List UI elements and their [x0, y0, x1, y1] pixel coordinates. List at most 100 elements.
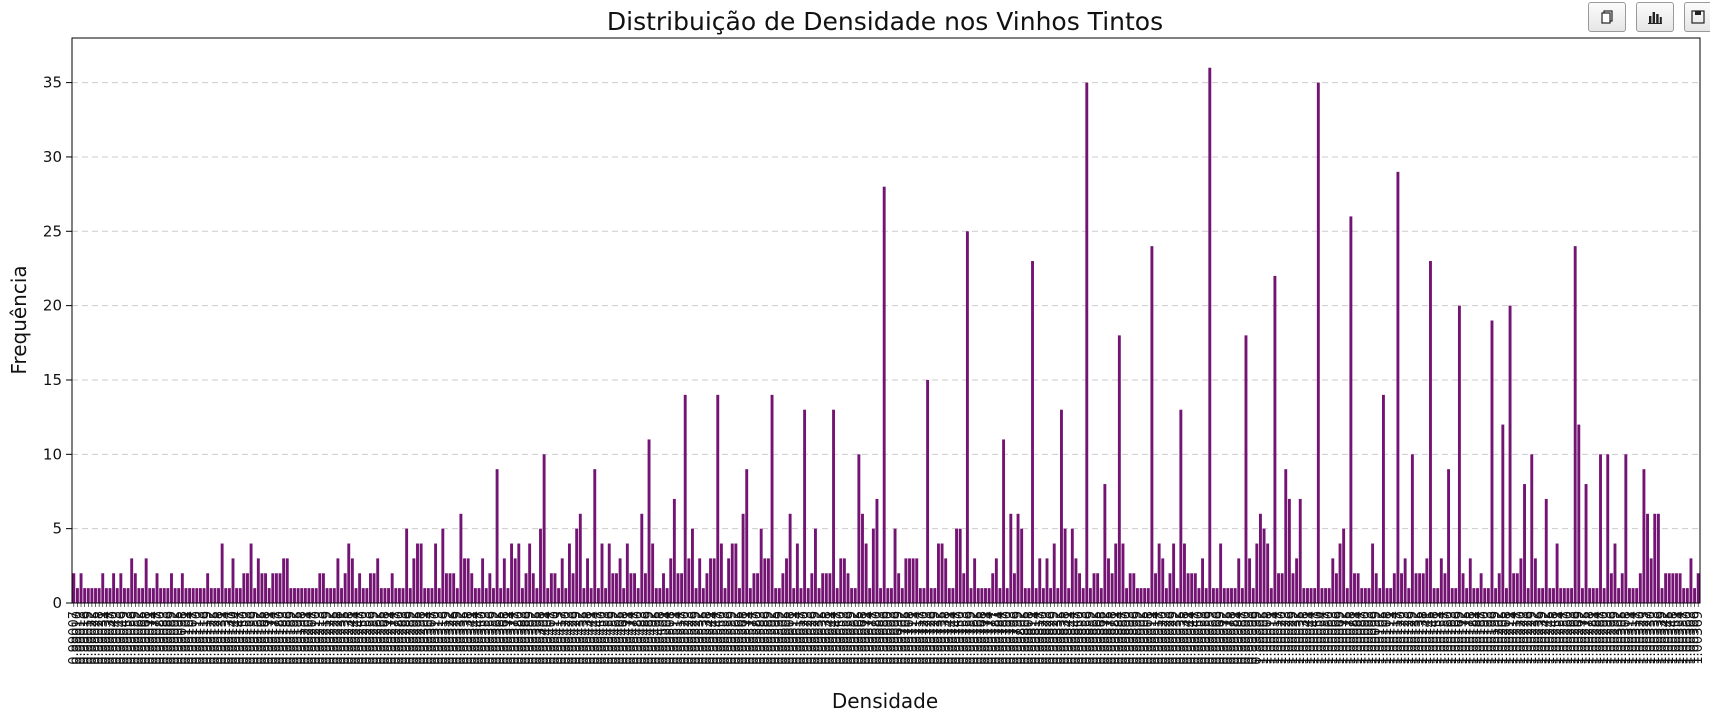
bar	[206, 573, 210, 603]
x-tick-label: 0.99550	[714, 611, 729, 665]
x-tick-label: 0.99665	[852, 611, 867, 665]
bar	[861, 513, 864, 603]
x-tick-label: 0.99865	[1091, 611, 1106, 665]
bar	[955, 528, 958, 603]
x-tick-label: 0.99878	[1105, 611, 1120, 665]
bar	[1595, 588, 1599, 603]
x-tick-label: 0.99225	[327, 611, 342, 665]
bar	[423, 588, 427, 603]
x-tick-label: 1.00366	[1688, 611, 1703, 665]
bar	[354, 588, 358, 603]
x-tick-label: 0.99814	[1029, 611, 1044, 665]
bar	[1624, 454, 1628, 603]
x-tick-label: 0.99938	[1177, 611, 1192, 665]
x-tick-label: 1.00314	[1626, 611, 1641, 665]
x-tick-label: 1.00172	[1456, 611, 1471, 665]
x-tick-label: 0.99905	[1138, 611, 1153, 665]
bar	[788, 513, 792, 603]
x-tick-label: 0.99811	[1026, 611, 1041, 665]
x-tick-label: 0.99498	[653, 611, 668, 665]
copy-icon	[1601, 10, 1613, 24]
bar	[600, 543, 604, 603]
bar	[104, 588, 108, 603]
x-tick-label: 0.99295	[410, 611, 425, 665]
x-tick-label: 0.99025	[89, 611, 104, 665]
bar	[719, 543, 723, 603]
x-tick-label: 0.99771	[978, 611, 993, 665]
bar	[1273, 275, 1277, 603]
bar	[1432, 588, 1436, 603]
x-tick-label: 0.99310	[429, 611, 444, 665]
x-tick-label: 0.99723	[921, 611, 936, 665]
bar	[162, 588, 166, 603]
x-tick-label: 0.99231	[335, 611, 350, 665]
x-tick-label: 0.99708	[903, 611, 918, 665]
bar	[1591, 588, 1595, 603]
bar	[1251, 588, 1255, 603]
bar	[1331, 558, 1335, 603]
x-tick-label: 1.00214	[1507, 611, 1522, 665]
bar	[1088, 588, 1092, 603]
bar	[361, 588, 365, 603]
bar	[209, 588, 213, 603]
x-tick-label: 1.00032	[1290, 611, 1305, 665]
bar	[347, 543, 351, 603]
bar	[1063, 528, 1067, 603]
x-tick-label: 0.99016	[78, 611, 93, 665]
bar	[1421, 573, 1425, 603]
bar	[821, 573, 825, 603]
bar	[1096, 573, 1100, 603]
x-tick-label: 1.00023	[1279, 611, 1294, 665]
x-tick-label: 0.99319	[439, 611, 454, 665]
bar	[636, 588, 640, 603]
bar	[224, 588, 228, 603]
bar	[133, 573, 137, 603]
x-tick-label: 0.99711	[906, 611, 921, 665]
bar	[1461, 573, 1465, 603]
bar	[303, 588, 307, 603]
bar	[669, 558, 673, 603]
x-tick-label: 0.99198	[295, 611, 310, 665]
x-tick-label: 1.00102	[1373, 611, 1388, 665]
bar	[738, 588, 741, 603]
chart-view-button[interactable]	[1636, 2, 1674, 32]
bar	[311, 588, 315, 603]
bar	[817, 588, 821, 603]
x-tick-label: 0.99353	[479, 611, 494, 665]
copy-button[interactable]	[1588, 2, 1626, 32]
x-tick-label: 1.00348	[1666, 611, 1681, 665]
bar	[549, 573, 553, 603]
y-tick-label: 15	[43, 371, 62, 389]
x-tick-label: 0.99292	[407, 611, 422, 665]
bar	[180, 573, 184, 603]
bar	[260, 573, 264, 603]
bar	[1363, 588, 1367, 603]
bar	[148, 588, 152, 603]
x-tick-label: 0.99796	[1007, 611, 1022, 665]
bar	[387, 588, 391, 603]
x-tick-label: 0.99538	[700, 611, 715, 665]
x-tick-label: 1.00050	[1311, 611, 1326, 665]
bar	[683, 394, 687, 603]
x-tick-label: 1.00066	[1329, 611, 1344, 665]
x-tick-label: 1.00120	[1395, 611, 1410, 665]
bar	[1631, 588, 1635, 603]
bar	[332, 588, 336, 603]
save-button[interactable]	[1684, 2, 1710, 32]
x-tick-label: 1.00245	[1543, 611, 1558, 665]
x-tick-label: 0.99040	[107, 611, 122, 665]
x-tick-label: 0.99559	[725, 611, 740, 665]
x-tick-label: 1.00123	[1398, 611, 1413, 665]
bar	[810, 573, 814, 603]
bar	[1548, 588, 1552, 603]
bar	[1233, 588, 1237, 603]
x-tick-label: 0.99583	[754, 611, 769, 665]
x-tick-label: 0.99671	[859, 611, 874, 665]
bar	[1577, 424, 1581, 603]
bar	[1342, 528, 1346, 603]
x-tick-label: 1.00138	[1416, 611, 1431, 665]
bar	[336, 558, 340, 603]
bar	[1403, 558, 1407, 603]
x-tick-label: 0.99577	[747, 611, 762, 665]
bar	[672, 498, 676, 603]
